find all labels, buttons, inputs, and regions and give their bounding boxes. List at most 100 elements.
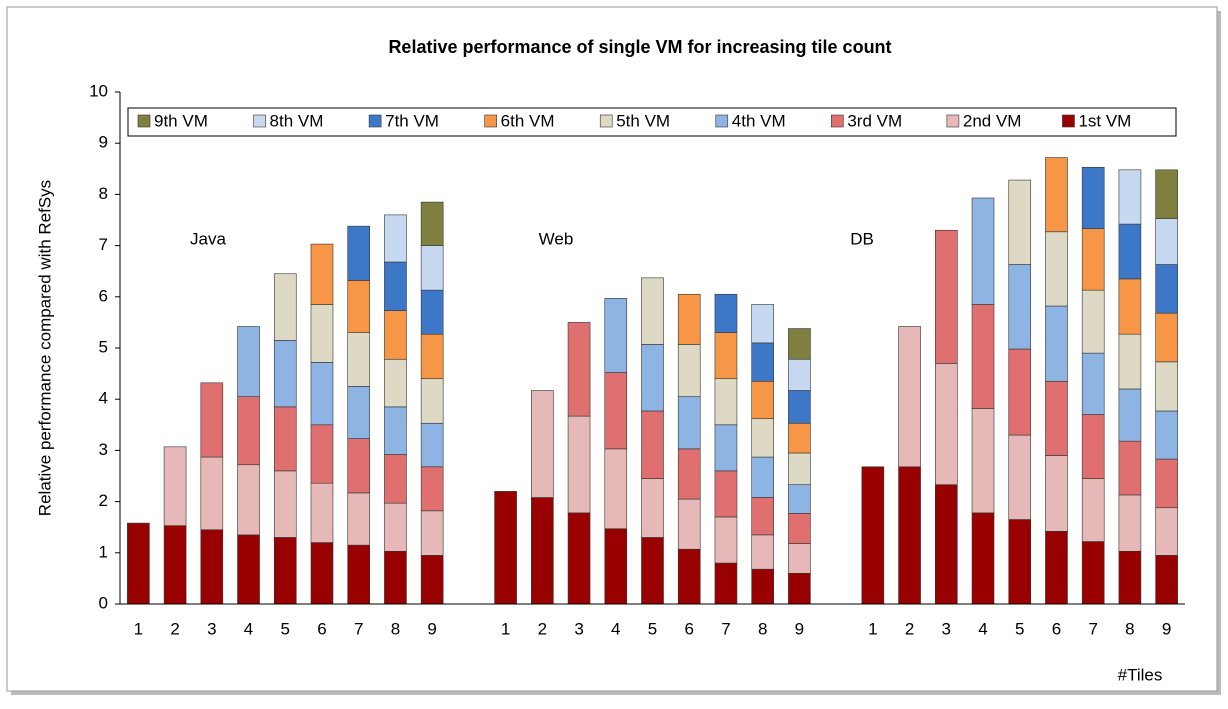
bar-segment (1045, 530, 1068, 605)
legend-swatch (1062, 114, 1075, 128)
bar-segment (751, 534, 774, 570)
bar-segment (347, 280, 371, 333)
chart-title: Relative performance of single VM for in… (388, 37, 891, 57)
bar-segment (714, 562, 738, 605)
x-tick-label: 4 (978, 619, 987, 638)
bar-segment (1155, 410, 1178, 460)
bar-segment (1081, 478, 1105, 542)
x-tick-label: 6 (1052, 619, 1061, 638)
bar-segment (714, 424, 738, 472)
y-tick-label: 5 (99, 337, 108, 356)
y-tick-label: 2 (99, 491, 108, 510)
bar-segment (1155, 264, 1178, 314)
x-tick-label: 7 (354, 619, 363, 638)
x-tick-label: 6 (684, 619, 693, 638)
legend-box (127, 107, 1177, 137)
bar-segment (677, 293, 701, 345)
x-tick-label: 7 (721, 619, 730, 638)
legend-label: 2nd VM (963, 111, 1022, 130)
bar-segment (384, 214, 407, 263)
x-tick-label: 4 (244, 619, 253, 638)
bar-segment (934, 363, 958, 486)
bar-segment (1155, 312, 1178, 363)
bar-segment (641, 344, 664, 412)
x-tick-label: 8 (1125, 619, 1134, 638)
y-tick-label: 10 (89, 81, 108, 100)
x-tick-label: 5 (281, 619, 290, 638)
bar-segment (347, 492, 371, 546)
legend-label: 4th VM (732, 111, 786, 130)
x-tick-label: 7 (1088, 619, 1097, 638)
bar-segment (1081, 289, 1105, 354)
bar-segment (1008, 348, 1032, 436)
x-tick-label: 2 (538, 619, 547, 638)
bar-segment (1155, 361, 1178, 412)
bar-segment (714, 470, 738, 518)
bar-segment (237, 534, 260, 605)
bar-segment (1045, 231, 1068, 307)
bar-segment (1118, 333, 1142, 390)
bar-segment (347, 544, 371, 605)
bar-segment (677, 448, 701, 500)
legend-swatch (368, 114, 382, 128)
bar-segment (898, 326, 921, 468)
bar-segment (641, 537, 664, 605)
bar-segment (273, 273, 297, 341)
bar-segment (420, 333, 444, 380)
bar-segment (898, 466, 921, 605)
bar-segment (751, 380, 774, 419)
bar-segment (384, 502, 407, 552)
bar-segment (788, 543, 811, 574)
legend-label: 9th VM (154, 111, 208, 130)
bar-segment (1155, 555, 1178, 605)
bar-segment (200, 456, 224, 531)
legend-swatch (137, 114, 151, 128)
group-label: DB (850, 229, 874, 248)
x-tick-label: 5 (1015, 619, 1024, 638)
bar-segment (127, 522, 150, 605)
bar-segment (237, 326, 260, 397)
bar-segment (1008, 434, 1032, 520)
legend-label: 6th VM (501, 111, 555, 130)
bar-segment (310, 424, 334, 484)
bar-segment (788, 390, 811, 424)
bar-segment (971, 512, 995, 605)
bar-segment (677, 548, 701, 605)
bar-segment (751, 304, 774, 344)
bar-segment (861, 466, 885, 605)
legend-label: 5th VM (616, 111, 670, 130)
bar-segment (1045, 455, 1068, 532)
bar-segment (1118, 223, 1142, 280)
bar-segment (384, 310, 407, 360)
bar-segment (384, 406, 407, 455)
bar-segment (237, 464, 260, 536)
bar-segment (310, 482, 334, 543)
bar-segment (531, 390, 554, 498)
bar-segment (1118, 440, 1142, 496)
group-label: Web (539, 229, 574, 248)
bar-segment (1155, 507, 1178, 556)
bar-segment (788, 452, 811, 486)
bar-segment (788, 513, 811, 544)
legend-swatch (253, 114, 266, 128)
x-tick-label: 1 (134, 619, 143, 638)
bar-segment (420, 245, 444, 291)
x-tick-label: 2 (905, 619, 914, 638)
bar-segment (751, 568, 774, 605)
bar-segment (384, 261, 407, 311)
bar-segment (1155, 218, 1178, 265)
bar-segment (714, 516, 738, 564)
bar-segment (604, 372, 628, 450)
x-tick-label: 6 (317, 619, 326, 638)
x-tick-label: 5 (648, 619, 657, 638)
bar-segment (420, 466, 444, 512)
bar-segment (531, 497, 554, 605)
bar-segment (677, 344, 701, 397)
y-tick-label: 9 (99, 133, 108, 152)
x-tick-label: 1 (868, 619, 877, 638)
x-tick-label: 9 (427, 619, 436, 638)
bar-segment (273, 406, 297, 472)
bar-segment (1008, 264, 1032, 350)
bar-segment (788, 572, 811, 605)
y-tick-label: 6 (99, 286, 108, 305)
